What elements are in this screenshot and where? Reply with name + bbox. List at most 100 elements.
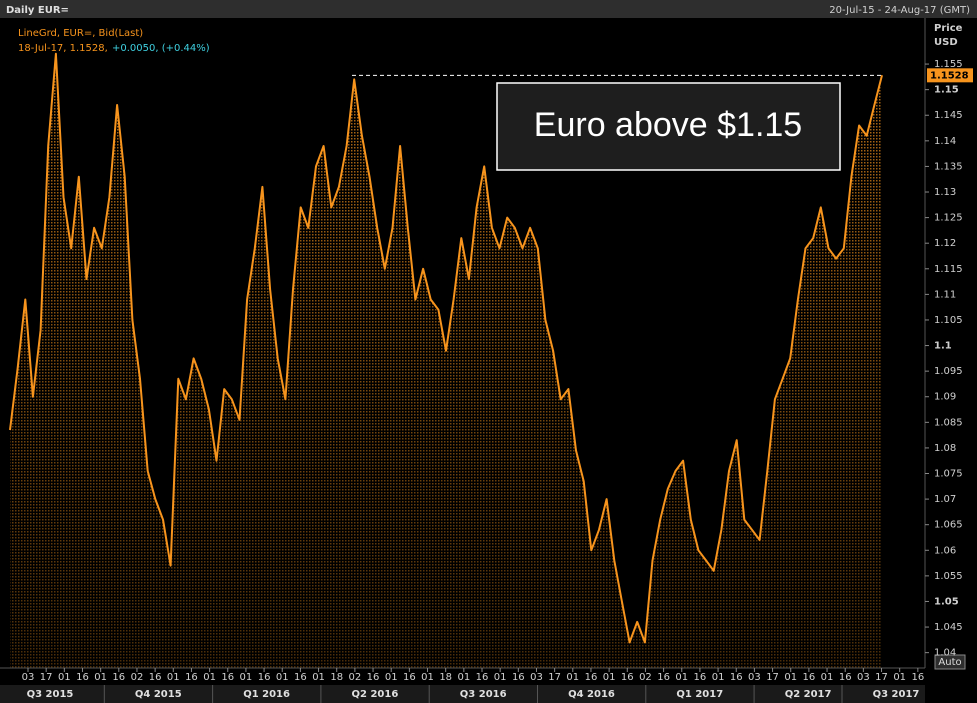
- quarter-label: Q3 2016: [460, 689, 507, 700]
- header-bar: [0, 0, 977, 18]
- x-tick-label: 02: [349, 672, 362, 683]
- x-tick-label: 17: [548, 672, 561, 683]
- chart-title: Daily EUR=: [6, 5, 69, 16]
- x-tick-label: 01: [675, 672, 688, 683]
- x-tick-label: 18: [439, 672, 452, 683]
- legend-change: +0.0050, (+0.44%): [112, 43, 210, 54]
- x-tick-label: 16: [185, 672, 198, 683]
- x-tick-label: 03: [857, 672, 870, 683]
- x-tick-label: 16: [803, 672, 816, 683]
- x-tick-label: 01: [893, 672, 906, 683]
- y-tick-label: 1.085: [934, 417, 963, 428]
- legend-line: LineGrd, EUR=, Bid(Last): [18, 28, 143, 39]
- auto-button-label[interactable]: Auto: [938, 657, 961, 668]
- x-tick-label: 16: [367, 672, 380, 683]
- last-value-box: [927, 68, 973, 83]
- y-tick-label: 1.125: [934, 213, 963, 224]
- y-tick-label: 1.105: [934, 315, 963, 326]
- x-tick-label: 02: [639, 672, 652, 683]
- y-tick-label: 1.075: [934, 469, 963, 480]
- quarter-label: Q3 2015: [27, 689, 74, 700]
- x-tick-label: 16: [221, 672, 234, 683]
- x-tick-label: 01: [312, 672, 325, 683]
- x-tick-label: 16: [657, 672, 670, 683]
- y-tick-label: 1.115: [934, 264, 963, 275]
- x-tick-label: 03: [22, 672, 35, 683]
- y-tick-label: 1.11: [934, 289, 956, 300]
- y-tick-label: 1.05: [934, 596, 959, 607]
- x-tick-label: 18: [330, 672, 343, 683]
- y-tick-label: 1.12: [934, 238, 956, 249]
- x-tick-label: 16: [694, 672, 707, 683]
- x-tick-label: 16: [76, 672, 89, 683]
- y-tick-label: 1.09: [934, 392, 956, 403]
- y-tick-label: 1.065: [934, 520, 963, 531]
- auto-button[interactable]: [934, 654, 966, 670]
- x-tick-label: 01: [203, 672, 216, 683]
- x-tick-label: 01: [566, 672, 579, 683]
- line: [9, 52, 883, 644]
- y-tick-label: 1.14: [934, 136, 956, 147]
- y-tick-label: 1.13: [934, 187, 956, 198]
- x-tick-label: 01: [712, 672, 725, 683]
- quarter-label: Q2 2017: [785, 689, 832, 700]
- y-tick-label: 1.155: [934, 59, 963, 70]
- quarter-label: Q1 2017: [676, 689, 723, 700]
- x-tick-label: 01: [240, 672, 253, 683]
- y-tick-label: 1.045: [934, 622, 963, 633]
- x-tick-label: 01: [821, 672, 834, 683]
- x-tick-label: 16: [294, 672, 307, 683]
- x-tick-label: 16: [258, 672, 271, 683]
- y-tick-label: 1.135: [934, 161, 963, 172]
- y-tick-label: 1.08: [934, 443, 956, 454]
- x-tick-label: 17: [766, 672, 779, 683]
- y-tick-label: 1.145: [934, 110, 963, 121]
- y-tick-label: 1.15: [934, 85, 959, 96]
- x-tick-label: 03: [748, 672, 761, 683]
- x-tick-label: 01: [421, 672, 434, 683]
- x-tick-label: 16: [730, 672, 743, 683]
- quarter-label: Q1 2016: [243, 689, 290, 700]
- quarter-label: Q4 2015: [135, 689, 182, 700]
- x-tick-label: 01: [385, 672, 398, 683]
- y-tick-label: 1.095: [934, 366, 963, 377]
- quarter-label: Q2 2016: [352, 689, 399, 700]
- x-tick-label: 16: [839, 672, 852, 683]
- quarter-label: Q4 2016: [568, 689, 615, 700]
- x-tick-label: 01: [94, 672, 107, 683]
- quarter-bar: [0, 685, 925, 703]
- x-tick-label: 16: [403, 672, 416, 683]
- x-tick-label: 16: [911, 672, 924, 683]
- y-tick-label: 1.055: [934, 571, 963, 582]
- x-tick-label: 01: [457, 672, 470, 683]
- x-tick-label: 01: [276, 672, 289, 683]
- x-tick-label: 01: [167, 672, 180, 683]
- annotation-box: [496, 82, 841, 171]
- y-tick-label: 1.1: [934, 341, 952, 352]
- x-tick-label: 17: [40, 672, 53, 683]
- y-tick-label: 1.04: [934, 648, 956, 659]
- y-axis-label: Price: [934, 23, 963, 34]
- legend-point: 18-Jul-17, 1.1528,: [18, 43, 108, 54]
- x-tick-label: 16: [149, 672, 162, 683]
- x-tick-label: 16: [512, 672, 525, 683]
- x-tick-label: 02: [131, 672, 144, 683]
- x-tick-label: 16: [621, 672, 634, 683]
- x-tick-label: 16: [585, 672, 598, 683]
- last-value-label: 1.1528: [930, 70, 969, 81]
- x-tick-label: 16: [476, 672, 489, 683]
- x-tick-label: 03: [530, 672, 543, 683]
- x-tick-label: 01: [494, 672, 507, 683]
- x-tick-label: 01: [58, 672, 71, 683]
- x-tick-label: 16: [112, 672, 125, 683]
- x-tick-label: 17: [875, 672, 888, 683]
- x-tick-label: 01: [603, 672, 616, 683]
- annotation: Euro above $1.15: [534, 106, 802, 144]
- area-fill: [10, 53, 882, 669]
- y-axis-label: USD: [934, 37, 958, 48]
- x-tick-label: 01: [784, 672, 797, 683]
- date-range: 20-Jul-15 - 24-Aug-17 (GMT): [829, 5, 970, 16]
- y-tick-label: 1.07: [934, 494, 956, 505]
- y-tick-label: 1.06: [934, 545, 956, 556]
